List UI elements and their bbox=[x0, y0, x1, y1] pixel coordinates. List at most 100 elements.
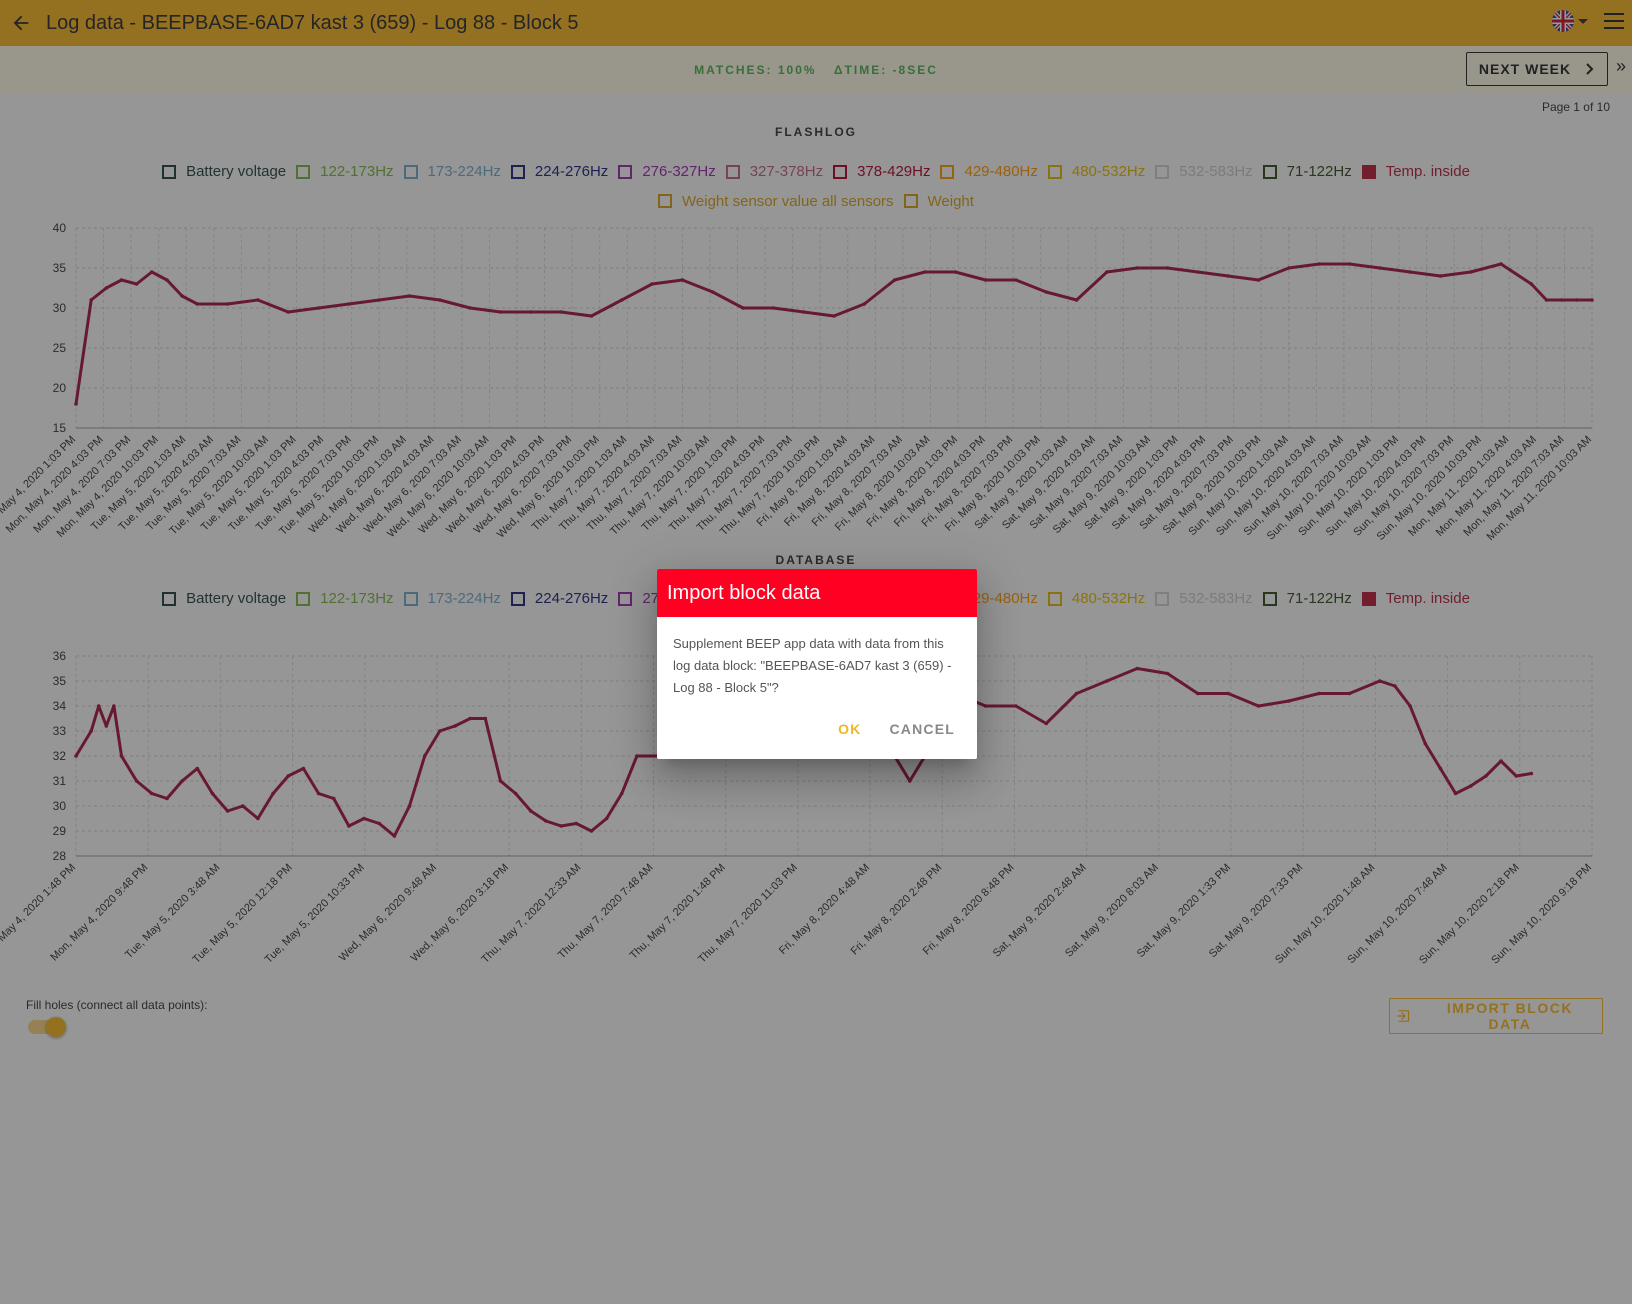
log-toolbar: MATCHES: 100% ΔTIME: -8SEC NEXT WEEK » bbox=[0, 46, 1632, 94]
data-point bbox=[74, 402, 78, 406]
legend-label: 480-532Hz bbox=[1071, 590, 1146, 607]
data-point bbox=[286, 310, 291, 314]
legend-label: 122-173Hz bbox=[320, 590, 394, 607]
legend-item[interactable]: 224-276Hz bbox=[510, 585, 609, 612]
double-chevron-right-icon[interactable]: » bbox=[1616, 56, 1627, 76]
data-point bbox=[619, 791, 624, 796]
legend-item[interactable]: 327-378Hz bbox=[725, 158, 824, 185]
y-tick-label: 34 bbox=[53, 699, 67, 713]
ok-button[interactable]: OK bbox=[828, 713, 871, 745]
legend-label: Battery voltage bbox=[186, 590, 287, 607]
data-point bbox=[1226, 274, 1230, 278]
match-status: MATCHES: 100% ΔTIME: -8SEC bbox=[0, 63, 1632, 77]
data-point bbox=[271, 791, 275, 796]
legend-label: 327-378Hz bbox=[749, 163, 824, 180]
data-point bbox=[862, 302, 867, 306]
data-point bbox=[1135, 266, 1139, 270]
legend-item[interactable]: Temp. inside bbox=[1361, 585, 1470, 612]
legend-swatch bbox=[1047, 164, 1062, 179]
legend-item[interactable]: 532-583Hz bbox=[1155, 585, 1253, 612]
legend-label: 429-480Hz bbox=[964, 590, 1038, 607]
data-point bbox=[1165, 266, 1170, 270]
data-point bbox=[1438, 766, 1443, 771]
data-point bbox=[1256, 704, 1261, 708]
legend-item[interactable]: 276-327Hz bbox=[618, 158, 716, 185]
next-week-button[interactable]: NEXT WEEK bbox=[1466, 52, 1608, 86]
data-point bbox=[1105, 679, 1109, 683]
data-point bbox=[574, 821, 579, 826]
arrow-left-icon[interactable] bbox=[10, 12, 32, 34]
legend-label: 429-480Hz bbox=[964, 163, 1038, 180]
page-info: Page 1 of 10 bbox=[1541, 100, 1610, 114]
data-point bbox=[1408, 704, 1412, 708]
legend-label: Weight sensor value all sensors bbox=[682, 192, 894, 210]
legend-item[interactable]: 378-429Hz bbox=[833, 158, 930, 185]
data-point bbox=[983, 704, 988, 708]
legend-item[interactable]: 71-122Hz bbox=[1262, 585, 1352, 612]
legend-item[interactable]: 71-122Hz bbox=[1262, 158, 1352, 185]
chart-title-database: DATABASE bbox=[775, 553, 857, 567]
legend-swatch bbox=[296, 164, 311, 179]
data-point bbox=[1256, 278, 1261, 282]
legend-item[interactable]: Temp. inside bbox=[1361, 158, 1470, 185]
menu-icon[interactable] bbox=[1604, 13, 1624, 29]
legend-item[interactable]: 122-173Hz bbox=[296, 585, 394, 612]
legend-item[interactable]: 173-224Hz bbox=[403, 158, 501, 185]
legend-item[interactable]: 224-276Hz bbox=[510, 158, 608, 185]
data-point bbox=[908, 779, 912, 783]
legend-swatch bbox=[510, 591, 525, 606]
data-point bbox=[112, 704, 116, 708]
data-point bbox=[1499, 759, 1503, 763]
legend-item[interactable]: Weight bbox=[903, 188, 974, 215]
data-point bbox=[892, 278, 897, 282]
data-point bbox=[801, 310, 806, 314]
legend-item[interactable]: 532-583Hz bbox=[1155, 158, 1253, 185]
chevron-down-icon[interactable] bbox=[1578, 18, 1588, 24]
legend-swatch bbox=[903, 194, 918, 208]
import-block-data-button[interactable]: IMPORT BLOCK DATA bbox=[1389, 998, 1603, 1034]
cancel-button[interactable]: CANCEL bbox=[879, 713, 965, 745]
legend-swatch bbox=[1361, 591, 1376, 606]
data-point bbox=[165, 278, 169, 282]
legend-label: 532-583Hz bbox=[1179, 163, 1253, 180]
legend-label: 71-122Hz bbox=[1286, 163, 1352, 180]
legend-label: 378-429Hz bbox=[857, 163, 931, 180]
legend-item[interactable]: Battery voltage bbox=[162, 585, 286, 612]
data-point bbox=[741, 306, 745, 310]
data-point bbox=[407, 804, 412, 808]
y-tick-label: 31 bbox=[53, 774, 67, 788]
data-point bbox=[1014, 704, 1018, 708]
data-point bbox=[1575, 298, 1579, 302]
legend-label: 224-276Hz bbox=[534, 590, 609, 607]
data-point bbox=[771, 306, 776, 310]
legend-item[interactable]: Weight sensor value all sensors bbox=[658, 188, 894, 215]
legend-label: 173-224Hz bbox=[427, 163, 501, 180]
data-point bbox=[150, 270, 154, 274]
data-point bbox=[1453, 791, 1458, 796]
legend-item[interactable]: Battery voltage bbox=[162, 158, 286, 185]
data-point bbox=[1317, 691, 1321, 696]
data-point bbox=[362, 816, 366, 821]
fill-holes-toggle[interactable] bbox=[28, 1017, 66, 1037]
legend-item[interactable]: 480-532Hz bbox=[1047, 585, 1146, 612]
data-point bbox=[1105, 270, 1109, 274]
data-point bbox=[529, 310, 533, 314]
legend-item[interactable]: 429-480Hz bbox=[940, 158, 1038, 185]
y-tick-label: 25 bbox=[53, 341, 67, 355]
data-point bbox=[134, 282, 139, 286]
series-line-temp-inside bbox=[74, 667, 1532, 838]
data-point bbox=[1287, 266, 1291, 270]
legend-label: 71-122Hz bbox=[1286, 590, 1352, 607]
toggle-knob[interactable] bbox=[46, 1017, 66, 1037]
legend-item[interactable]: 173-224Hz bbox=[403, 585, 501, 612]
legend-item[interactable]: 480-532Hz bbox=[1047, 158, 1145, 185]
data-point bbox=[1377, 266, 1382, 270]
data-point bbox=[225, 809, 230, 813]
data-point bbox=[1393, 684, 1397, 688]
legend-label: Temp. inside bbox=[1385, 163, 1470, 180]
data-point bbox=[1074, 691, 1079, 696]
dialog-title: Import block data bbox=[657, 569, 977, 617]
data-point bbox=[438, 729, 442, 733]
legend-item[interactable]: 122-173Hz bbox=[296, 158, 394, 185]
y-tick-label: 28 bbox=[53, 849, 67, 863]
